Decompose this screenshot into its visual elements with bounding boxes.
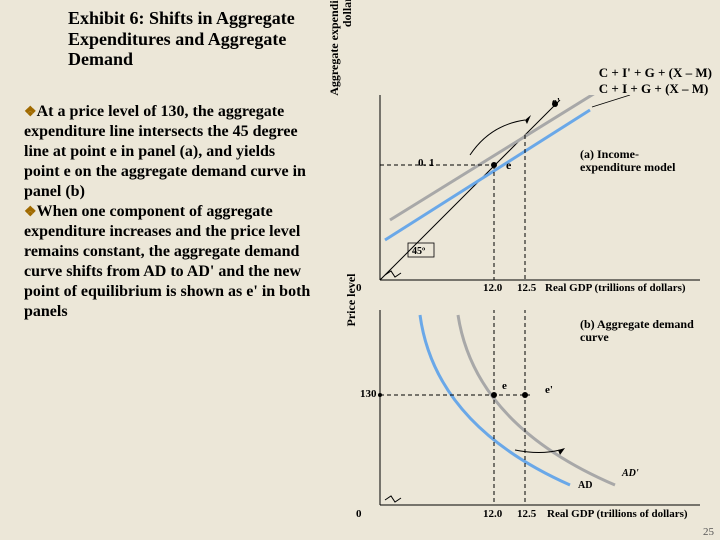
body-part-1: At a price level of 130, the aggregate e… bbox=[24, 103, 306, 200]
panel-a-xtick-0: 0 bbox=[356, 282, 362, 294]
panel-b-ad-label: AD bbox=[578, 480, 592, 491]
panel-a-point-eprime: e' bbox=[552, 96, 560, 108]
panel-b-point-e: e bbox=[502, 380, 507, 392]
panel-b-xlabel: Real GDP (trillions of dollars) bbox=[547, 508, 688, 520]
panel-b-adprime-label: AD' bbox=[622, 468, 639, 479]
panel-a-xlabel: Real GDP (trillions of dollars) bbox=[545, 282, 686, 294]
panel-a-ytick: 0. 1 bbox=[418, 157, 435, 169]
eq-label-1: C + I' + G + (X – M) bbox=[599, 65, 712, 81]
panel-a-xtick-2: 12.5 bbox=[517, 282, 536, 294]
panel-b-xtick-1: 12.0 bbox=[483, 508, 502, 520]
bullet-icon: ❖ bbox=[24, 103, 37, 119]
eq-label-2: C + I + G + (X – M) bbox=[599, 81, 712, 97]
panel-b-xtick-0: 0 bbox=[356, 508, 362, 520]
body-text: ❖At a price level of 130, the aggregate … bbox=[24, 102, 314, 322]
equation-labels: C + I' + G + (X – M) C + I + G + (X – M) bbox=[599, 65, 712, 96]
slide: { "title": "Exhibit 6: Shifts in Aggrega… bbox=[0, 0, 720, 540]
ylabel-panel-a: Aggregate expenditure (trillions of doll… bbox=[328, 0, 354, 100]
panel-b-xtick-2: 12.5 bbox=[517, 508, 536, 520]
panel-a-chart bbox=[330, 95, 710, 295]
panel-b-ytick: 130 bbox=[360, 388, 377, 400]
slide-title: Exhibit 6: Shifts in Aggregate Expenditu… bbox=[68, 8, 328, 70]
panel-a-annotation: (a) Income-expenditure model bbox=[580, 148, 700, 174]
panel-b-annotation: (b) Aggregate demand curve bbox=[580, 318, 700, 344]
panel-a-point-e: e bbox=[506, 159, 511, 172]
panel-a-xtick-1: 12.0 bbox=[483, 282, 502, 294]
page-number: 25 bbox=[703, 526, 714, 538]
body-part-2: When one component of aggregate expendit… bbox=[24, 203, 310, 320]
bullet-icon: ❖ bbox=[24, 203, 37, 219]
panel-b-point-eprime: e' bbox=[545, 384, 553, 396]
panel-a-45-label: 45º bbox=[412, 246, 425, 257]
